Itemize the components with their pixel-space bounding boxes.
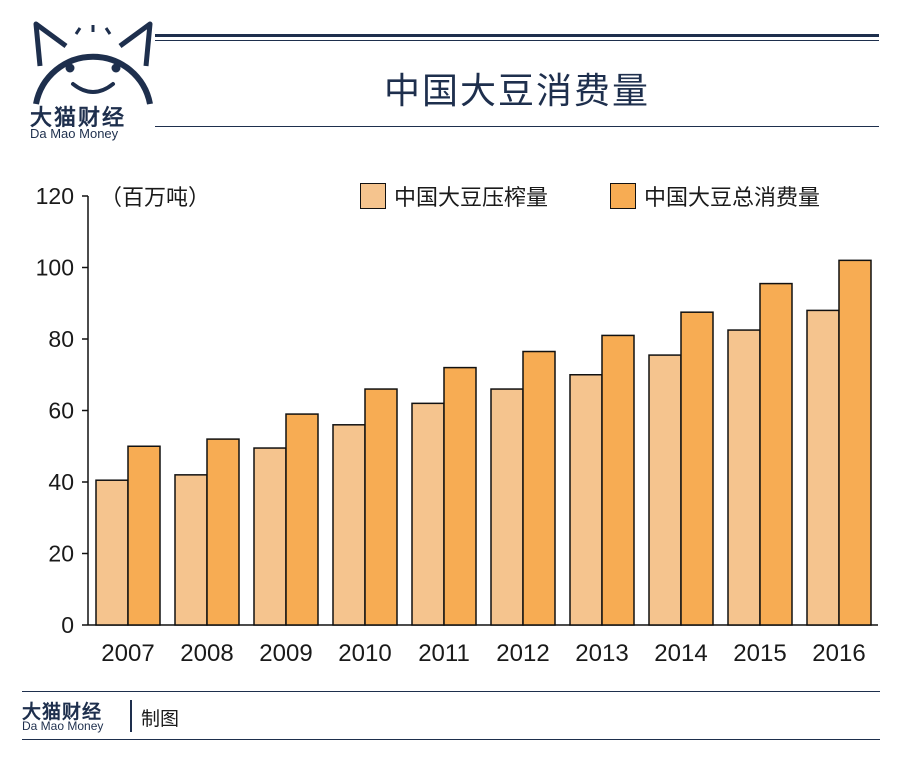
bar-total: [759, 282, 793, 626]
logo-subtitle: Da Mao Money: [30, 126, 119, 141]
logo-name: 大猫财经: [30, 106, 127, 131]
y-tick-label: 60: [48, 398, 74, 424]
bar-crush: [95, 479, 129, 626]
y-tick-label: 120: [36, 183, 74, 209]
legend-swatch-total: [610, 183, 636, 209]
unit-label: （百万吨）: [100, 186, 211, 211]
footer-rule-top: [22, 691, 880, 692]
bar-crush: [806, 309, 840, 626]
x-tick-label: 2015: [733, 640, 786, 667]
bar-crush: [490, 388, 524, 626]
x-tick-label: 2014: [654, 640, 707, 667]
x-tick-label: 2009: [259, 640, 312, 667]
x-tick-label: 2010: [338, 640, 391, 667]
bar-crush: [569, 374, 603, 626]
y-tick-label: 100: [36, 255, 74, 281]
header-rule-bottom: [155, 126, 879, 127]
bar-crush: [411, 402, 445, 626]
bar-total: [522, 350, 556, 626]
x-tick-label: 2008: [180, 640, 233, 667]
y-tick-label: 0: [61, 612, 74, 638]
bar-crush: [253, 447, 287, 626]
page-title: 中国大豆消费量: [383, 71, 650, 112]
footer-logo-name: 大猫财经: [22, 701, 103, 723]
bar-crush: [332, 424, 366, 626]
bar-total: [601, 334, 635, 626]
header-rule-thick: [155, 34, 879, 37]
y-tick-label: 20: [48, 541, 74, 567]
x-tick-label: 2016: [812, 640, 865, 667]
legend-label-crush: 中国大豆压榨量: [394, 186, 549, 211]
cat-logo-icon: [33, 21, 153, 105]
bar-total: [680, 311, 714, 626]
bar-total: [127, 445, 161, 626]
y-tick-label: 80: [48, 326, 74, 352]
y-tick-label: 40: [48, 469, 74, 495]
x-tick-label: 2011: [418, 640, 470, 667]
header-rule-thin: [155, 40, 879, 41]
bar-crush: [648, 354, 682, 626]
x-tick-label: 2013: [575, 640, 628, 667]
bar-total: [206, 438, 240, 626]
footer-rule-bottom: [22, 739, 880, 740]
legend-item-crush: 中国大豆压榨量: [360, 180, 548, 212]
bar-total: [285, 413, 319, 626]
bar-crush: [727, 329, 761, 626]
x-tick-label: 2007: [101, 640, 154, 667]
footer-logo-subtitle: Da Mao Money: [22, 719, 104, 733]
bar-crush: [174, 474, 208, 626]
legend-item-total: 中国大豆总消费量: [610, 180, 820, 212]
legend-label-total: 中国大豆总消费量: [644, 186, 821, 211]
x-tick-label: 2012: [496, 640, 549, 667]
footer-separator: [130, 700, 132, 732]
bar-total: [364, 388, 398, 626]
bar-total: [443, 366, 477, 626]
footer-credit: 制图: [141, 708, 180, 730]
legend-swatch-crush: [360, 183, 386, 209]
bar-total: [838, 259, 872, 626]
